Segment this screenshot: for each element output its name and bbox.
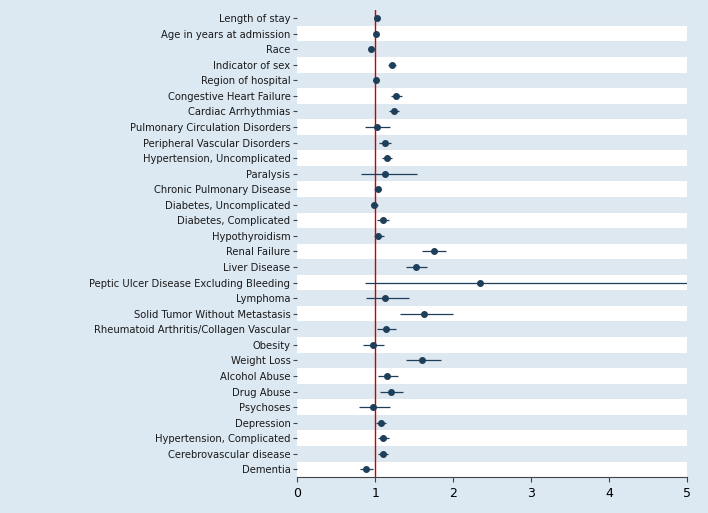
Bar xyxy=(297,322,687,337)
Bar xyxy=(297,26,687,42)
Bar xyxy=(297,306,687,322)
Bar xyxy=(297,244,687,259)
Bar xyxy=(297,352,687,368)
Bar xyxy=(297,228,687,244)
Bar xyxy=(297,42,687,57)
Bar xyxy=(297,415,687,430)
Bar xyxy=(297,182,687,197)
Bar xyxy=(297,150,687,166)
Bar xyxy=(297,430,687,446)
Bar xyxy=(297,88,687,104)
Bar xyxy=(297,197,687,212)
Bar xyxy=(297,462,687,477)
Bar xyxy=(297,119,687,135)
Bar xyxy=(297,166,687,182)
Bar xyxy=(297,384,687,399)
Bar xyxy=(297,275,687,290)
Bar xyxy=(297,57,687,72)
Bar xyxy=(297,399,687,415)
Bar xyxy=(297,290,687,306)
Bar xyxy=(297,446,687,462)
Bar xyxy=(297,212,687,228)
Bar xyxy=(297,337,687,352)
Bar xyxy=(297,135,687,150)
Bar xyxy=(297,259,687,275)
Bar xyxy=(297,104,687,119)
Bar xyxy=(297,10,687,26)
Bar xyxy=(297,72,687,88)
Bar xyxy=(297,368,687,384)
